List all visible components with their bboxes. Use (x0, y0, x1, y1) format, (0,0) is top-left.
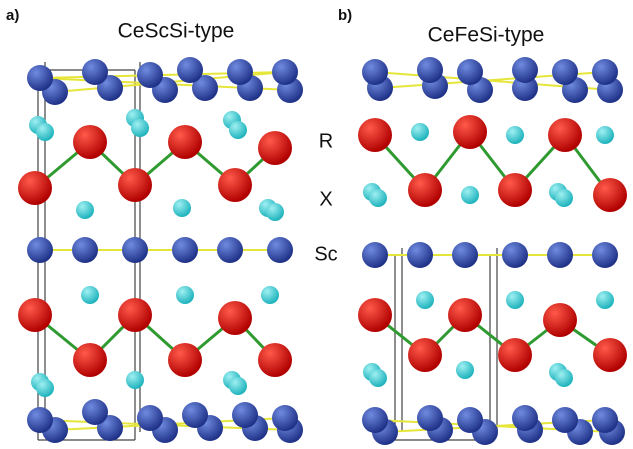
x-atoms (29, 109, 284, 397)
r-atoms (18, 125, 292, 377)
panel-title: CeScSi-type (118, 20, 235, 43)
sc-atoms (362, 57, 625, 445)
sc-atoms (27, 57, 303, 443)
r-atoms (358, 115, 627, 372)
site-label: Sc (314, 243, 337, 265)
x-atoms (363, 123, 614, 387)
site-label: R (319, 130, 333, 152)
bonds (30, 71, 291, 431)
site-label: X (319, 188, 332, 210)
panel-label: a) (6, 7, 19, 24)
panel-label: b) (338, 7, 352, 24)
panel-title: CeFeSi-type (428, 24, 545, 47)
